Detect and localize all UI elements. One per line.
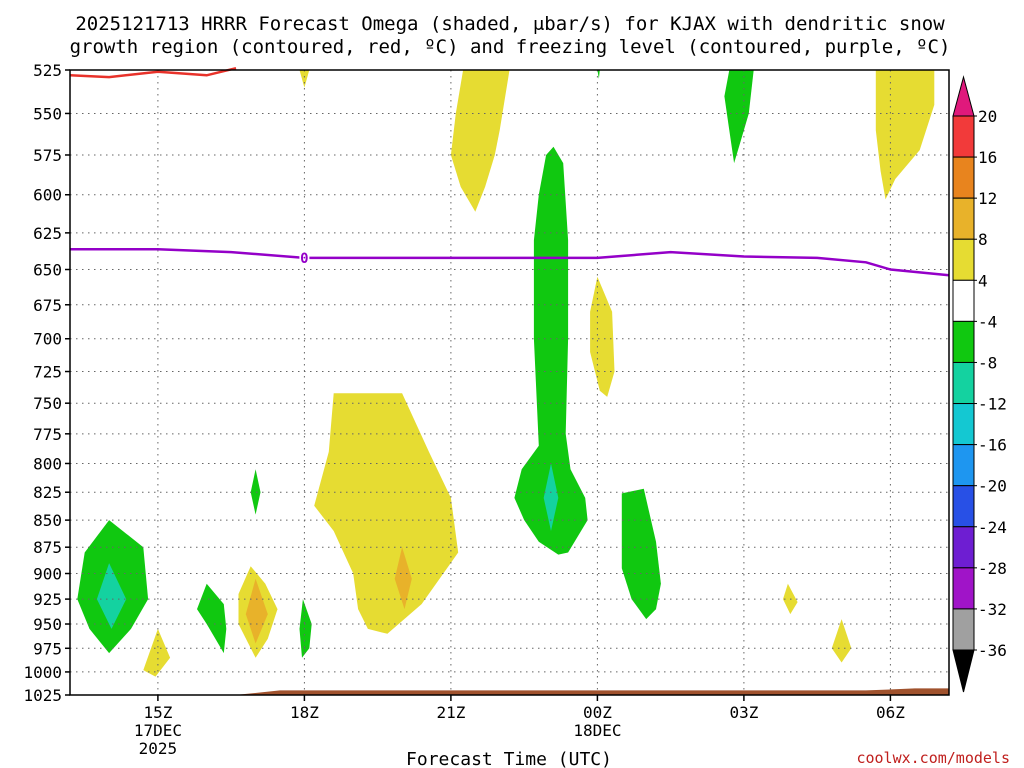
colorbar-top-arrow	[952, 75, 975, 117]
colorbar-tick-label: 20	[978, 107, 997, 126]
contour-lines: 0	[69, 66, 950, 277]
freezing-level-label-bg	[299, 249, 310, 266]
omega-region	[514, 146, 588, 555]
omega-region	[543, 463, 559, 531]
colorbar: 20 16 12 8 4 -4 -8 -12 -16 -20 -24 -28 -32 -36	[952, 75, 1007, 693]
omega-region	[245, 578, 268, 644]
freezing-level-label: 0	[300, 251, 308, 267]
omega-region	[299, 70, 310, 88]
colorbar-tick-label: -4	[978, 312, 997, 331]
omega-region	[590, 276, 615, 397]
terrain-surface	[70, 688, 949, 696]
pressure-tick-label: 625	[33, 224, 62, 243]
pressure-tick-label: 825	[33, 483, 62, 502]
omega-region	[143, 628, 171, 677]
omega-region	[450, 70, 510, 212]
colorbar-tick-label: -24	[978, 518, 1007, 537]
pressure-tick-label: 750	[33, 394, 62, 413]
colorbar-segment	[952, 238, 975, 281]
omega-region	[299, 599, 312, 658]
omega-region	[250, 469, 261, 515]
colorbar-tick-label: -16	[978, 436, 1007, 455]
pressure-tick-label: 675	[33, 296, 62, 315]
time-tick-label: 00Z	[583, 703, 612, 722]
pressure-tick-label: 1025	[23, 686, 62, 705]
colorbar-tick-label: -32	[978, 600, 1007, 619]
colorbar-segment	[952, 403, 975, 446]
time-tick-label: 15Z	[143, 703, 172, 722]
plot-frame	[69, 69, 950, 696]
pressure-tick-label: 525	[33, 61, 62, 80]
colorbar-tick-label: 8	[978, 230, 988, 249]
colorbar-segment	[952, 156, 975, 199]
omega-region	[621, 488, 661, 620]
colorbar-segment	[952, 608, 975, 651]
date-tick-label: 18DEC	[573, 721, 621, 740]
time-tick-label: 06Z	[876, 703, 905, 722]
chart-title-line-2: growth region (contoured, red, ºC) and f…	[70, 36, 951, 58]
pressure-tick-label: 725	[33, 363, 62, 382]
credit-text: coolwx.com/models	[856, 749, 1010, 767]
colorbar-tick-label: -12	[978, 395, 1007, 414]
pressure-tick-label: 550	[33, 104, 62, 123]
omega-region	[597, 70, 600, 79]
colorbar-segment	[952, 279, 975, 322]
pressure-tick-label: 600	[33, 186, 62, 205]
colorbar-segment	[952, 361, 975, 405]
pressure-axis: 525 550 575 600 625 650 675 700 725 750 775 800 825 8…	[23, 61, 70, 705]
pressure-tick-label: 650	[33, 261, 62, 280]
year-tick-label: 2025	[139, 739, 178, 758]
pressure-tick-label: 1000	[23, 663, 62, 682]
dendritic-growth-line	[69, 66, 237, 79]
pressure-tick-label: 700	[33, 330, 62, 349]
pressure-tick-label: 775	[33, 425, 62, 444]
colorbar-tick-label: -28	[978, 559, 1007, 578]
time-tick-label: 21Z	[436, 703, 465, 722]
terrain-layer	[70, 688, 949, 696]
omega-region	[96, 563, 127, 629]
pressure-tick-label: 875	[33, 538, 62, 557]
colorbar-segment	[952, 320, 975, 363]
colorbar-segment	[952, 444, 975, 487]
omega-region	[394, 547, 412, 610]
pressure-tick-label: 575	[33, 146, 62, 165]
pressure-tick-label: 850	[33, 511, 62, 530]
omega-region	[197, 583, 227, 654]
omega-shading-layer	[77, 70, 935, 677]
colorbar-bottom-arrow	[952, 649, 975, 693]
time-tick-label: 18Z	[290, 703, 319, 722]
colorbar-segment	[952, 526, 975, 569]
colorbar-tick-label: -8	[978, 353, 997, 372]
pressure-tick-label: 900	[33, 565, 62, 584]
freezing-level-line	[70, 247, 950, 277]
colorbar-tick-label: 4	[978, 271, 988, 290]
colorbar-segment	[952, 485, 975, 528]
omega-region	[831, 619, 852, 663]
colorbar-segment	[952, 115, 975, 158]
colorbar-tick-label: 16	[978, 148, 997, 167]
omega-region	[875, 70, 935, 200]
pressure-tick-label: 925	[33, 590, 62, 609]
chart-title-line-1: 2025121713 HRRR Forecast Omega (shaded, …	[75, 13, 945, 35]
colorbar-tick-label: -20	[978, 477, 1007, 496]
date-tick-label: 17DEC	[134, 721, 182, 740]
colorbar-tick-label: 12	[978, 189, 997, 208]
colorbar-tick-label: -36	[978, 641, 1007, 660]
pressure-tick-label: 800	[33, 454, 62, 473]
pressure-tick-label: 950	[33, 615, 62, 634]
time-tick-label: 03Z	[729, 703, 758, 722]
colorbar-segment	[952, 197, 975, 240]
x-axis-label: Forecast Time (UTC)	[406, 749, 612, 768]
colorbar-segment	[952, 567, 975, 610]
omega-region	[314, 393, 459, 634]
omega-region	[724, 70, 754, 164]
pressure-tick-label: 975	[33, 639, 62, 658]
